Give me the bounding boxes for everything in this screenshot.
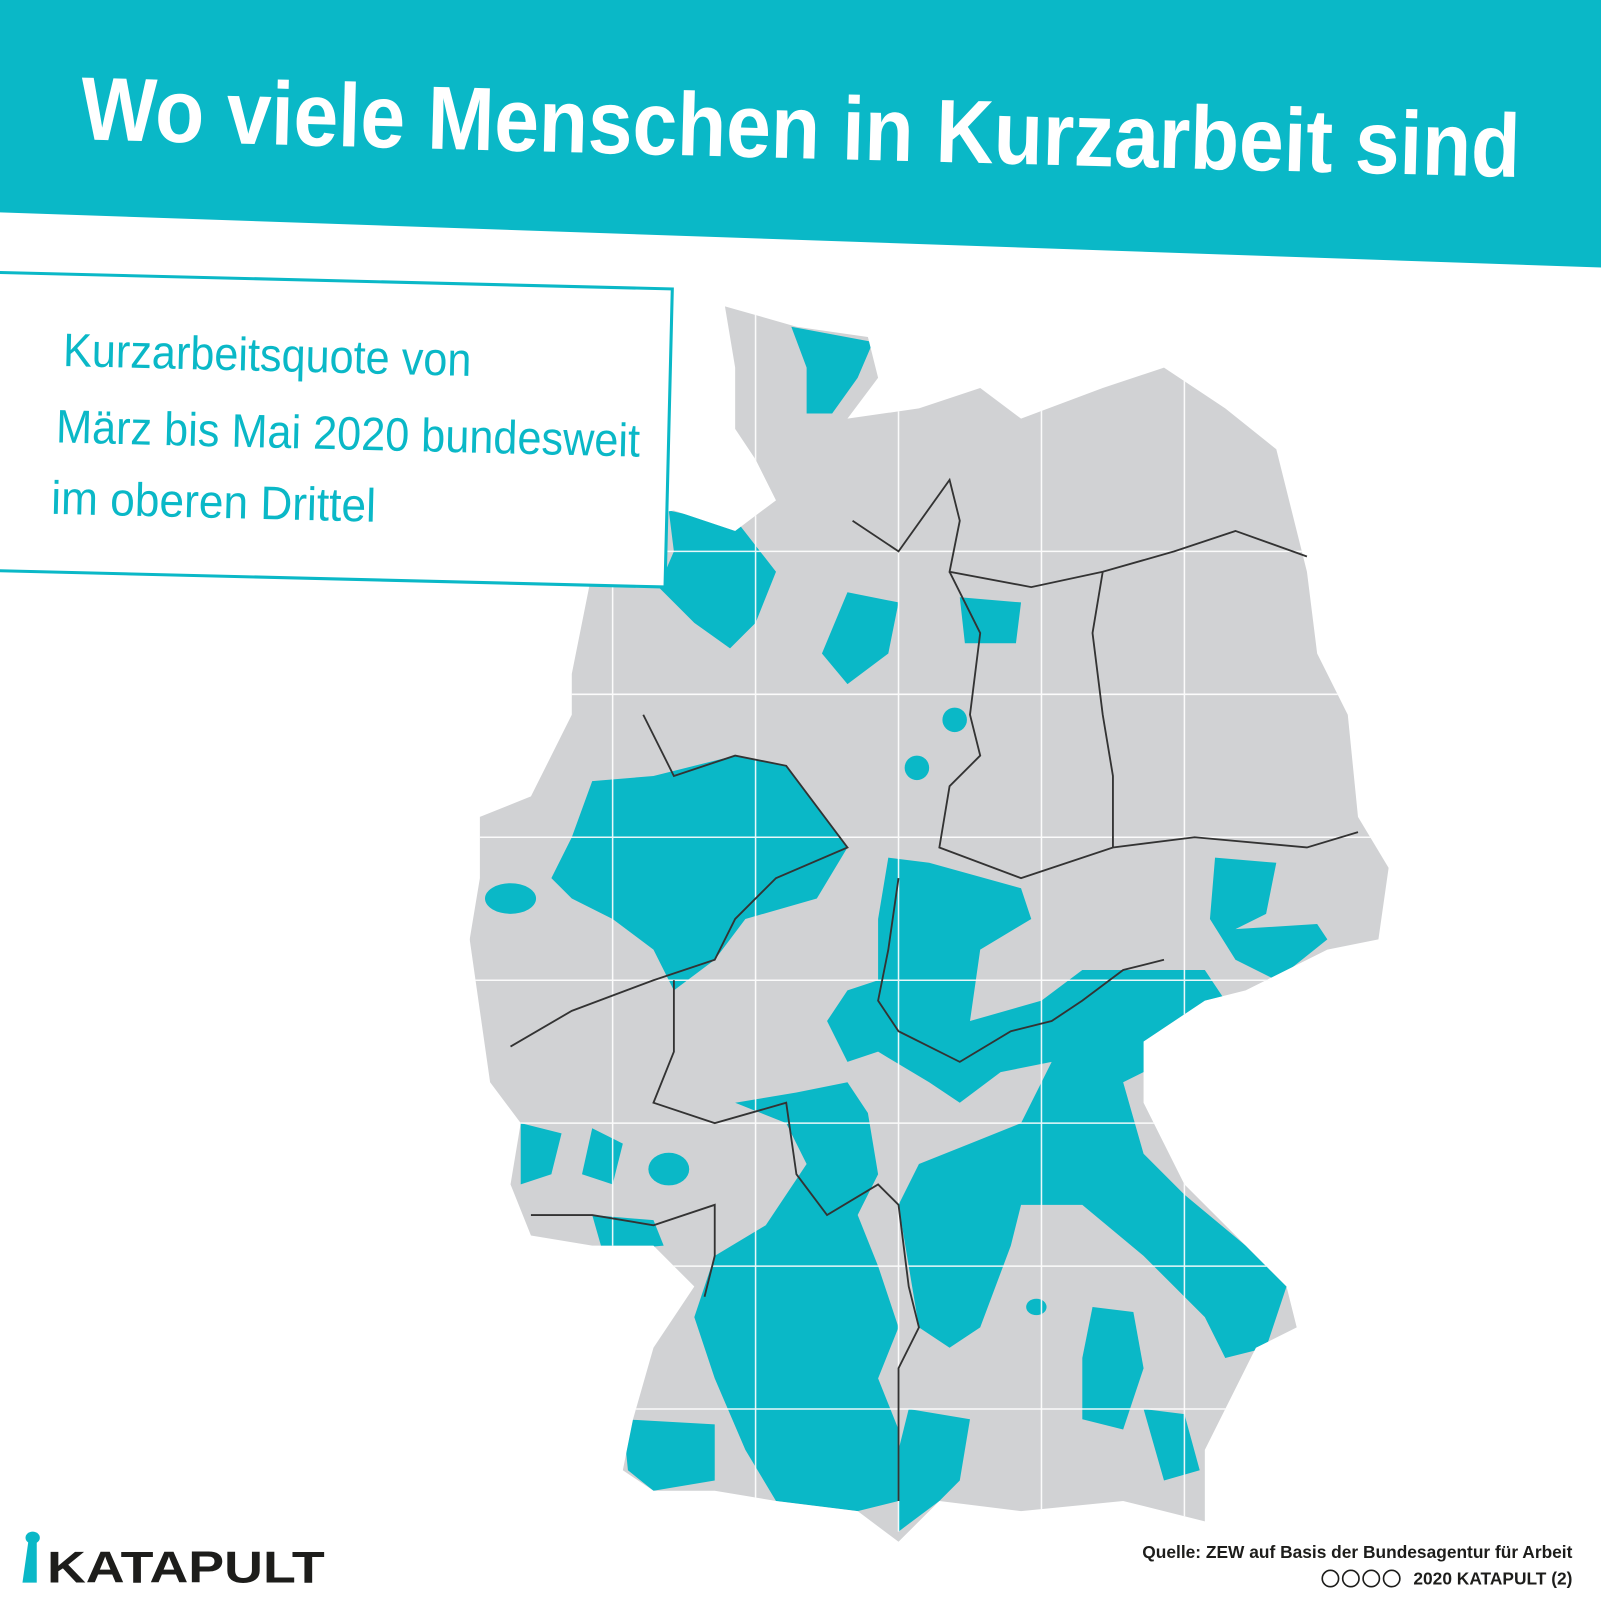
legend-box: Kurzarbeitsquote von März bis Mai 2020 b… [0,270,674,589]
legend-line: Kurzarbeitsquote von [62,323,472,386]
logo-text: KATAPULT [47,1542,325,1593]
logo-icon-top [25,1531,40,1544]
source: Quelle: ZEW auf Basis der Bundesagentur … [1142,1542,1572,1562]
cc-icons [1321,1569,1401,1588]
legend-frame [0,270,674,589]
highlighted-regions [484,326,1328,1532]
legend-line: im oberen Drittel [51,471,377,532]
copyright: 2020 KATAPULT (2) [1413,1569,1572,1589]
state-borders [510,477,1359,1501]
district-borders [469,306,1389,1532]
title-banner [0,0,1601,268]
logo-icon [22,1539,37,1583]
